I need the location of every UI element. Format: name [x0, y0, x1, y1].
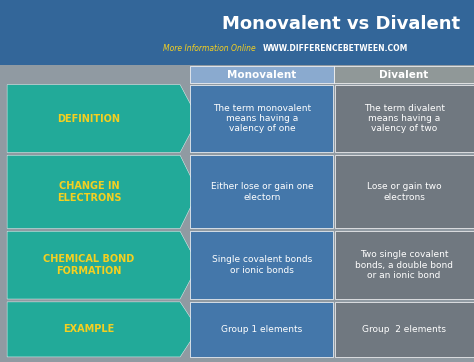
Text: CHANGE IN
ELECTRONS: CHANGE IN ELECTRONS: [56, 181, 121, 203]
Text: Either lose or gain one
electorn: Either lose or gain one electorn: [210, 182, 313, 202]
FancyBboxPatch shape: [190, 85, 333, 152]
FancyBboxPatch shape: [335, 155, 474, 228]
Text: Divalent: Divalent: [380, 70, 428, 80]
Text: DEFINITION: DEFINITION: [57, 114, 120, 123]
Polygon shape: [7, 85, 198, 152]
FancyBboxPatch shape: [335, 85, 474, 152]
Text: Group 1 elements: Group 1 elements: [221, 325, 302, 334]
Text: The term divalent
means having a
valency of two: The term divalent means having a valency…: [364, 104, 445, 134]
FancyBboxPatch shape: [0, 0, 474, 65]
FancyBboxPatch shape: [190, 302, 333, 357]
Text: Monovalent vs Divalent: Monovalent vs Divalent: [222, 14, 460, 33]
Text: The term monovalent
means having a
valency of one: The term monovalent means having a valen…: [213, 104, 311, 134]
Text: Two single covalent
bonds, a double bond
or an ionic bond: Two single covalent bonds, a double bond…: [355, 250, 453, 280]
FancyBboxPatch shape: [335, 302, 474, 357]
FancyBboxPatch shape: [190, 66, 334, 83]
Text: Lose or gain two
electrons: Lose or gain two electrons: [367, 182, 441, 202]
Text: Monovalent: Monovalent: [227, 70, 297, 80]
FancyBboxPatch shape: [335, 231, 474, 299]
FancyBboxPatch shape: [334, 66, 474, 83]
FancyBboxPatch shape: [190, 155, 333, 228]
Text: CHEMICAL BOND
FORMATION: CHEMICAL BOND FORMATION: [43, 254, 135, 276]
Polygon shape: [7, 155, 198, 228]
Text: EXAMPLE: EXAMPLE: [63, 324, 115, 334]
Polygon shape: [7, 302, 198, 357]
FancyBboxPatch shape: [190, 231, 333, 299]
Text: WWW.DIFFERENCEBETWEEN.COM: WWW.DIFFERENCEBETWEEN.COM: [263, 45, 409, 53]
Text: Single covalent bonds
or ionic bonds: Single covalent bonds or ionic bonds: [212, 256, 312, 275]
Text: More Information Online: More Information Online: [163, 45, 256, 53]
Text: Group  2 elements: Group 2 elements: [362, 325, 446, 334]
Polygon shape: [7, 231, 198, 299]
